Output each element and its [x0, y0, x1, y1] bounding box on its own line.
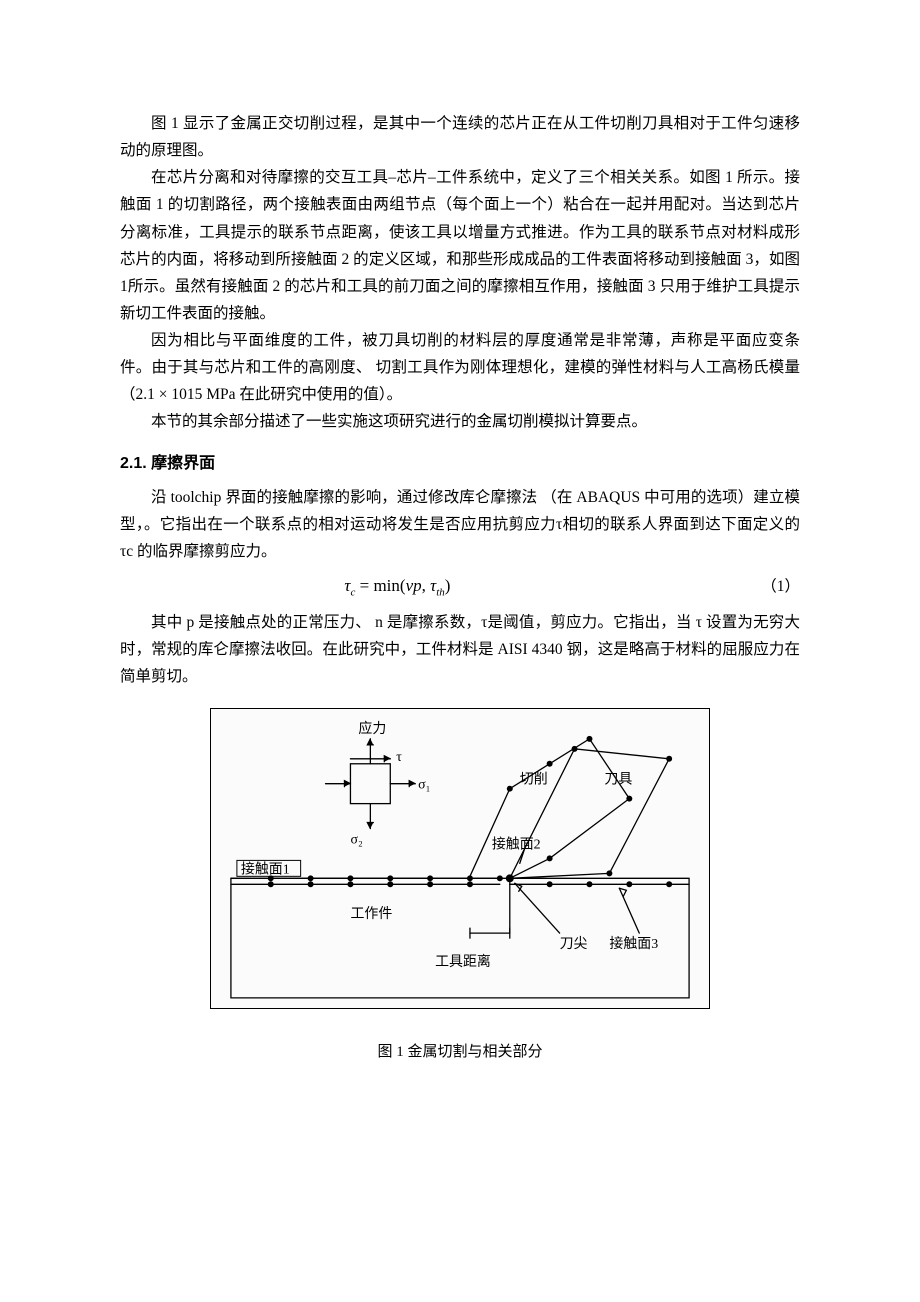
fig-label-contact1: 接触面1 [241, 860, 290, 877]
paragraph-6: 其中 p 是接触点处的正常压力、 n 是摩擦系数，τ是阈值，剪应力。它指出，当 … [120, 609, 800, 690]
equation-body: τc = min(νp, τth) [344, 571, 450, 603]
fig-label-sigma1: σ₁ [418, 778, 430, 793]
paragraph-3: 因为相比与平面维度的工件，被刀具切削的材料层的厚度通常是非常薄，声称是平面应变条… [120, 327, 800, 408]
fig-label-workpiece: 工作件 [350, 906, 392, 922]
fig-label-sigma2: σ₂ [350, 832, 363, 847]
fig-label-cut: 切削 [520, 772, 548, 788]
equation-1: τc = min(νp, τth) （1） [120, 571, 800, 603]
paragraph-1: 图 1 显示了金属正交切削过程，是其中一个连续的芯片正在从工件切削刀具相对于工件… [120, 110, 800, 164]
figure-1-svg: 应力 τ σ₁ σ₂ 切削 刀具 接触面2 接触面1 工作件 工具距离 刀尖 接… [211, 709, 709, 1008]
figure-1-caption: 图 1 金属切割与相关部分 [120, 1039, 800, 1065]
fig-label-stress: 应力 [358, 720, 386, 737]
figure-1: 应力 τ σ₁ σ₂ 切削 刀具 接触面2 接触面1 工作件 工具距离 刀尖 接… [210, 708, 710, 1009]
equation-number: （1） [761, 573, 800, 600]
fig-label-contact2: 接触面2 [492, 835, 541, 852]
page: 图 1 显示了金属正交切削过程，是其中一个连续的芯片正在从工件切削刀具相对于工件… [0, 0, 920, 1125]
fig-label-contact3: 接触面3 [609, 935, 658, 952]
paragraph-5: 沿 toolchip 界面的接触摩擦的影响，通过修改库仑摩擦法 （在 ABAQU… [120, 484, 800, 565]
fig-label-tool-tip: 刀尖 [560, 936, 588, 952]
fig-label-tau: τ [396, 750, 402, 765]
paragraph-2: 在芯片分离和对待摩擦的交互工具–芯片–工件系统中，定义了三个相关关系。如图 1 … [120, 164, 800, 327]
fig-label-tool: 刀具 [604, 773, 632, 788]
paragraph-4: 本节的其余部分描述了一些实施这项研究进行的金属切削模拟计算要点。 [120, 408, 800, 435]
section-heading-2-1: 2.1. 摩擦界面 [120, 450, 800, 478]
fig-label-tool-distance: 工具距离 [435, 953, 491, 970]
